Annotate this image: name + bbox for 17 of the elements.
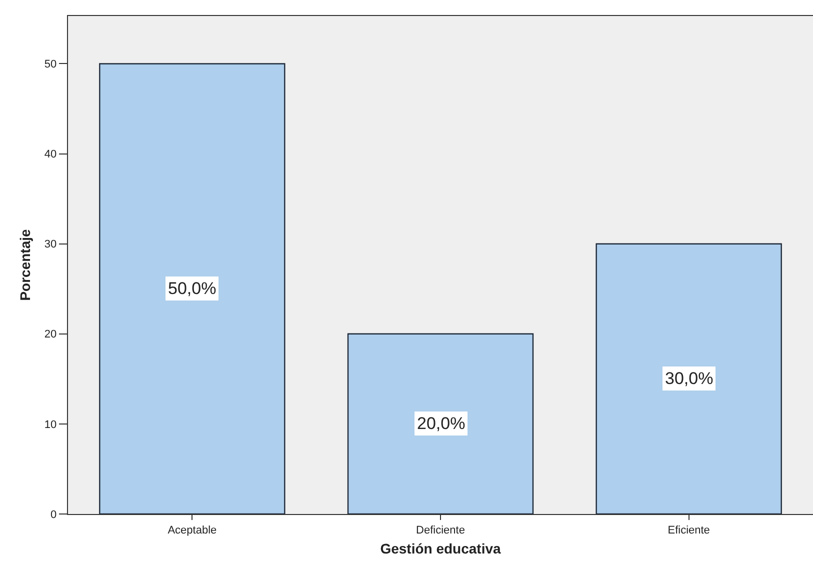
y-tick-label: 0 (50, 508, 57, 521)
x-tick-label: Deficiente (416, 524, 465, 536)
y-tick-label: 30 (44, 238, 57, 251)
y-tick-label: 40 (44, 148, 57, 161)
y-axis-title: Porcentaje (17, 228, 33, 301)
bar (596, 243, 782, 514)
y-tick-label: 50 (44, 58, 57, 71)
data-label: 20,0% (417, 414, 466, 433)
data-label: 50,0% (168, 279, 216, 298)
data-label: 30,0% (665, 369, 714, 388)
y-tick-label: 10 (44, 418, 57, 431)
y-tick-label: 20 (44, 328, 57, 341)
x-axis-title: Gestión educativa (380, 540, 502, 557)
bar (347, 333, 534, 514)
x-tick-label: Eficiente (668, 524, 710, 536)
bar (99, 63, 286, 514)
x-tick-label: Aceptable (168, 524, 217, 536)
